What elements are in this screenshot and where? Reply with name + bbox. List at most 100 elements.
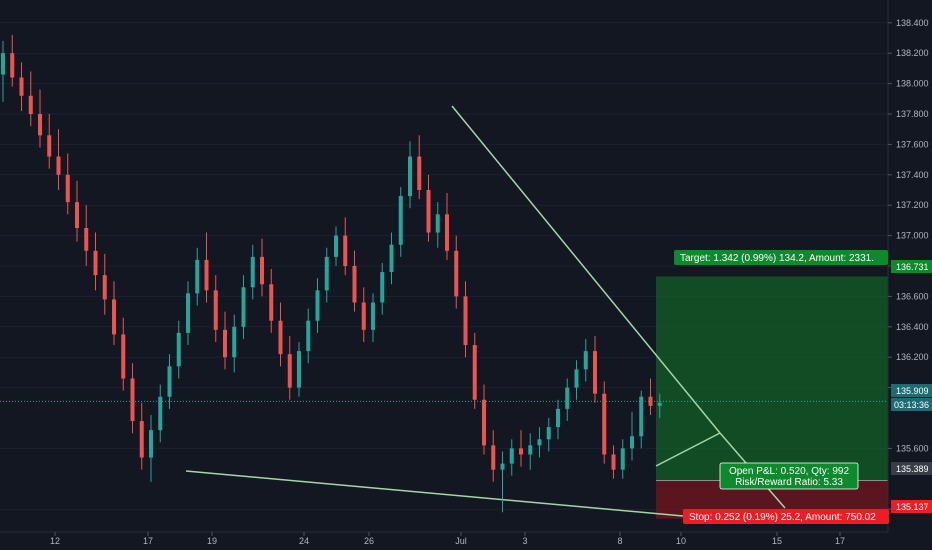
candle-body xyxy=(167,366,172,397)
candle-body xyxy=(398,196,403,245)
x-tick-label: 3 xyxy=(522,536,527,546)
x-tick-label: 10 xyxy=(676,536,686,546)
candle-body xyxy=(371,302,375,330)
candle-body xyxy=(472,345,477,400)
candle-body xyxy=(38,114,42,136)
candle-body xyxy=(408,156,412,197)
candle-body xyxy=(93,250,98,276)
x-tick-label: 15 xyxy=(772,536,782,546)
candle-body xyxy=(593,351,597,394)
candle-body xyxy=(528,445,533,455)
candle-body xyxy=(241,287,246,327)
stop-price-tag xyxy=(891,500,932,513)
countdown-tag xyxy=(891,398,932,411)
rr-label: Risk/Reward Ratio: 5.33 xyxy=(735,477,843,488)
entry-price-text: 135.389 xyxy=(896,464,929,474)
candle-body xyxy=(500,463,505,470)
candle-body xyxy=(611,454,616,470)
candle-body xyxy=(334,235,338,257)
candle-body xyxy=(519,448,523,455)
candle-body xyxy=(602,393,607,455)
candle-body xyxy=(343,235,348,266)
y-tick-label: 138.200 xyxy=(896,48,929,58)
candle-body xyxy=(250,256,255,288)
candle-body xyxy=(158,396,163,431)
stop-label: Stop: 0.252 (0.19%) 25.2, Amount: 750.02 xyxy=(689,512,876,523)
position-labels: Target: 1.342 (0.99%) 134.2, Amount: 233… xyxy=(674,250,932,524)
candle-body xyxy=(195,259,200,294)
candle-body xyxy=(102,275,107,300)
target-label: Target: 1.342 (0.99%) 134.2, Amount: 233… xyxy=(680,253,874,264)
entry-price-tag xyxy=(891,462,932,475)
candle-body xyxy=(213,290,218,330)
y-tick-label: 138.000 xyxy=(896,79,929,89)
y-tick-label: 137.600 xyxy=(896,139,929,149)
candle-body xyxy=(130,378,135,422)
candle-body xyxy=(223,329,227,358)
candle-body xyxy=(574,369,579,388)
candle-body xyxy=(297,351,301,388)
x-tick-label: 17 xyxy=(835,536,845,546)
x-tick-label: 8 xyxy=(617,536,622,546)
candle-body xyxy=(278,320,283,355)
candle-body xyxy=(19,77,24,96)
candle-body xyxy=(435,214,440,233)
target-label-bg xyxy=(674,250,888,265)
y-tick-label: 136.200 xyxy=(896,352,929,362)
candle-body xyxy=(630,436,634,449)
pnl-label: Open P&L: 0.520, Qty: 992 xyxy=(729,466,850,477)
candle-body xyxy=(445,214,449,251)
countdown-text: 03:13:36 xyxy=(894,400,929,410)
candle-body xyxy=(306,320,311,352)
candle-body xyxy=(287,354,292,388)
candle-body xyxy=(84,228,89,251)
y-tick-label: 138.400 xyxy=(896,18,929,28)
candle-body xyxy=(65,174,70,203)
candle-body xyxy=(232,326,237,358)
lower-trendline xyxy=(185,470,684,517)
candle-body xyxy=(537,439,542,446)
candle-body xyxy=(204,259,209,291)
target-price-tag xyxy=(891,260,932,273)
time-axis[interactable]: 12 17 19 24 26 Jul 3 8 10 15 17 xyxy=(0,531,888,546)
candle-body xyxy=(583,351,588,370)
candle-body xyxy=(56,156,61,175)
candle-body xyxy=(139,421,144,458)
candle-body xyxy=(28,95,33,114)
candle-body xyxy=(75,202,79,228)
candle-body xyxy=(648,396,653,406)
candle-body xyxy=(269,284,274,321)
candle-body xyxy=(121,334,126,379)
y-tick-label: 136.400 xyxy=(896,322,929,332)
candle-body xyxy=(315,290,320,321)
candle-body xyxy=(546,427,551,440)
x-tick-label: 17 xyxy=(143,536,153,546)
candle-body xyxy=(176,332,181,367)
y-tick-label: 137.200 xyxy=(896,200,929,210)
target-price-text: 136.731 xyxy=(896,262,929,272)
candle-body xyxy=(260,256,264,285)
candle-body xyxy=(10,53,15,78)
current-price-text: 135.909 xyxy=(896,386,929,396)
target-zone xyxy=(656,276,888,481)
candle-body xyxy=(324,256,329,291)
x-tick-label: 12 xyxy=(50,536,60,546)
candle-body xyxy=(620,448,625,470)
candle-body xyxy=(112,299,116,335)
candle-body xyxy=(639,396,644,437)
candle-body xyxy=(47,135,52,157)
candle-body xyxy=(454,250,459,297)
x-tick-label: 26 xyxy=(364,536,374,546)
candle-body xyxy=(491,445,496,470)
candle-body xyxy=(352,266,357,303)
candle-body xyxy=(417,156,422,190)
candle-body xyxy=(380,272,385,303)
candle-body xyxy=(556,408,560,428)
stop-label-bg xyxy=(683,509,889,524)
candle-body xyxy=(509,448,514,464)
y-tick-label: 137.400 xyxy=(896,170,929,180)
candle-body xyxy=(463,296,468,346)
x-tick-label: 24 xyxy=(299,536,309,546)
